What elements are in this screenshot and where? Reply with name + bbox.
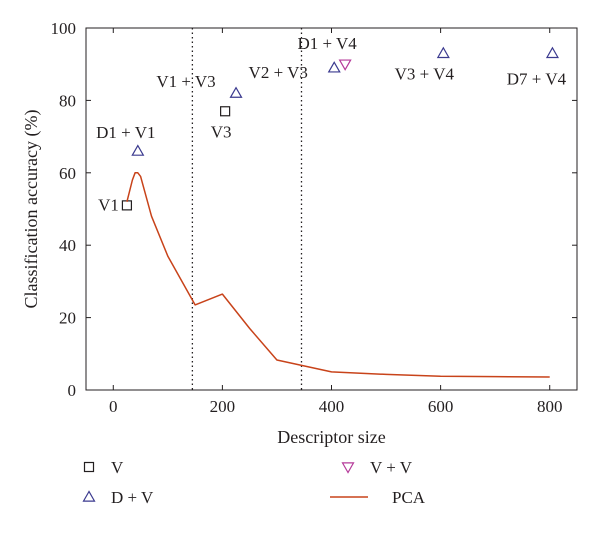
y-tick-label: 100 [51, 19, 77, 38]
legend-marker [82, 490, 96, 502]
y-tick-label: 80 [59, 91, 76, 110]
x-tick-label: 400 [319, 397, 345, 416]
point-label: D1 + V4 [297, 34, 357, 53]
point-label: D1 + V1 [96, 123, 155, 142]
data-point [545, 46, 559, 59]
point-label: V3 [211, 122, 232, 141]
x-tick-label: 800 [537, 397, 563, 416]
y-axis-label: Classification accuracy (%) [21, 110, 42, 309]
axes-layer: 0 200 400 600 800 0 20 40 60 80 100 Descriptor size… [21, 19, 578, 447]
point-label: V2 + V3 [249, 63, 308, 82]
y-tick-label: 0 [68, 381, 77, 400]
pca-line [126, 172, 550, 378]
x-tick-label: 0 [109, 397, 118, 416]
point-label: V1 [98, 195, 119, 214]
point-label: V1 + V3 [156, 72, 215, 91]
data-point [131, 144, 145, 156]
data-point [327, 61, 341, 73]
legend-marker [83, 461, 95, 473]
series-layer [121, 46, 559, 378]
y-tick-label: 40 [59, 236, 76, 255]
legend-label: V + V [370, 458, 413, 477]
legend-layer: V V + V D + V PCA [82, 458, 426, 507]
data-point [220, 106, 231, 117]
data-point [436, 46, 450, 59]
legend-label: V [111, 458, 124, 477]
y-tick-label: 20 [59, 309, 76, 328]
x-axis-label: Descriptor size [277, 427, 385, 447]
legend-label: D + V [111, 488, 154, 507]
legend-label: PCA [392, 488, 426, 507]
annotations-layer: V1 V3 D1 + V1 V1 + V3 V2 + V3 V3 + V4 D7 + V4 D… [96, 34, 566, 214]
vertical-lines-layer [191, 28, 303, 390]
data-point [338, 59, 352, 71]
data-point [229, 86, 243, 98]
point-label: D7 + V4 [507, 69, 567, 88]
legend-marker [341, 462, 355, 474]
x-tick-label: 600 [428, 397, 454, 416]
y-tick-label: 60 [59, 164, 76, 183]
point-label: V3 + V4 [395, 64, 455, 83]
x-tick-label: 200 [210, 397, 236, 416]
data-point [121, 200, 133, 211]
